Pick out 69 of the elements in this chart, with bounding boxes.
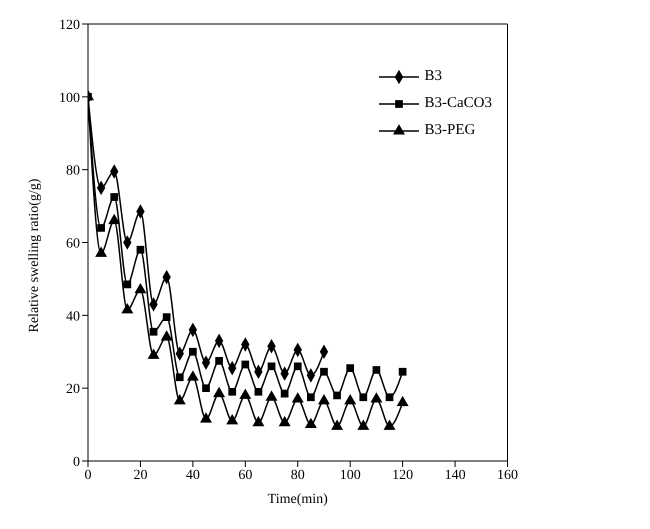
point [266,390,278,401]
x-tick-label: 40 [186,468,200,483]
y-tick-label: 80 [66,164,80,179]
point [294,362,302,370]
y-tick-label: 60 [66,236,80,252]
point [333,392,341,400]
point [161,330,172,341]
x-tick-label: 0 [84,468,92,483]
point [228,388,236,396]
point [305,418,316,428]
legend-label: B3-PEG [424,122,476,139]
point [397,396,408,406]
point [331,420,343,430]
y-tick-label: 40 [66,309,80,324]
legend-label: B3-CaCO3 [424,95,492,112]
y-tick-label: 20 [66,382,80,398]
point [320,368,328,376]
point [240,389,251,399]
x-tick-label: 60 [238,468,252,483]
point [292,392,304,403]
point [122,303,133,314]
point [215,357,223,365]
point [384,420,396,430]
y-tick-label: 0 [73,454,80,470]
point [148,349,160,359]
x-axis-title: Time(min) [268,492,328,507]
point [344,394,356,404]
point [372,366,380,374]
point [359,393,368,402]
y-axis-title: Relative swelling ratio(g/g) [26,178,42,332]
point [346,364,354,372]
point [307,393,315,402]
point [398,368,406,376]
x-tick-label: 140 [444,468,466,483]
y-tick-label: 100 [59,90,80,106]
x-tick-label: 160 [497,468,518,483]
point [110,193,118,201]
point [213,387,225,398]
x-tick-label: 80 [290,468,305,483]
point [254,388,262,396]
point [318,394,330,404]
point [108,214,120,224]
point [176,373,184,382]
point [187,370,198,381]
point [97,224,105,232]
y-tick-label: 120 [59,18,80,33]
point [189,348,197,356]
x-tick-label: 120 [392,468,414,483]
point [370,392,382,403]
point [280,390,288,398]
point [134,283,146,294]
point [358,420,369,430]
point [123,280,132,288]
point [279,416,290,426]
point [202,384,210,392]
point [252,416,264,426]
point [386,393,394,402]
point [96,247,107,257]
point [268,362,276,370]
point [241,360,250,368]
point [226,414,238,424]
point [174,394,186,404]
point [150,328,158,336]
point [162,313,171,322]
point [136,246,144,254]
x-tick-label: 20 [133,468,148,483]
point [200,412,212,423]
legend-label: B3 [424,68,442,85]
x-tick-label: 100 [340,468,361,483]
